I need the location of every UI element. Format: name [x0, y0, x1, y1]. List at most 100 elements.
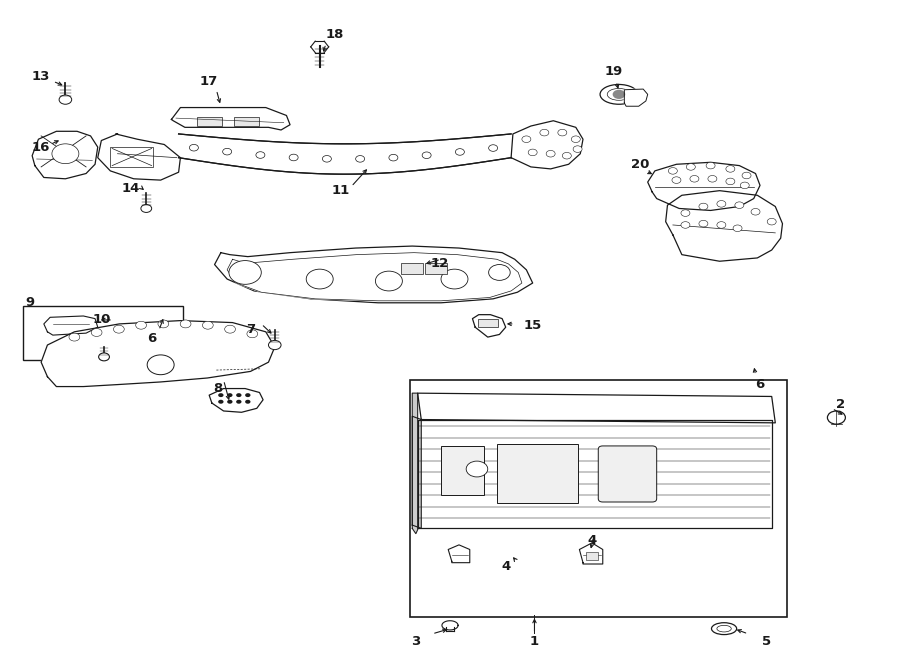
- Text: 5: 5: [761, 635, 771, 648]
- Circle shape: [91, 329, 102, 336]
- Polygon shape: [412, 416, 421, 528]
- Circle shape: [158, 320, 168, 328]
- Bar: [196, 117, 221, 126]
- Bar: [497, 444, 578, 503]
- Circle shape: [613, 90, 626, 99]
- Circle shape: [356, 155, 364, 162]
- Circle shape: [742, 173, 751, 178]
- Polygon shape: [580, 543, 603, 564]
- Circle shape: [256, 152, 265, 159]
- Bar: [441, 446, 484, 495]
- Circle shape: [268, 340, 281, 350]
- Text: 13: 13: [32, 70, 50, 83]
- Circle shape: [375, 271, 402, 291]
- Circle shape: [489, 145, 498, 151]
- Circle shape: [180, 320, 191, 328]
- Circle shape: [681, 221, 690, 228]
- Circle shape: [522, 136, 531, 143]
- Circle shape: [717, 200, 726, 207]
- Circle shape: [229, 260, 261, 284]
- Circle shape: [148, 355, 174, 375]
- Circle shape: [59, 95, 72, 104]
- Circle shape: [726, 166, 735, 173]
- Text: 6: 6: [755, 378, 765, 391]
- Polygon shape: [448, 545, 470, 563]
- Circle shape: [69, 333, 80, 341]
- Circle shape: [202, 321, 213, 329]
- Circle shape: [734, 225, 742, 231]
- Text: 6: 6: [147, 332, 157, 345]
- Text: 9: 9: [25, 296, 34, 309]
- Circle shape: [422, 152, 431, 159]
- Circle shape: [669, 168, 678, 174]
- Text: 8: 8: [213, 382, 223, 395]
- Text: 3: 3: [411, 635, 420, 648]
- FancyBboxPatch shape: [598, 446, 657, 502]
- Text: 4: 4: [501, 560, 510, 573]
- Ellipse shape: [717, 625, 732, 632]
- Circle shape: [708, 175, 717, 182]
- Circle shape: [572, 136, 580, 143]
- Circle shape: [672, 176, 681, 183]
- Circle shape: [236, 393, 241, 397]
- Circle shape: [687, 164, 696, 171]
- Polygon shape: [98, 134, 180, 180]
- Circle shape: [113, 325, 124, 333]
- Circle shape: [741, 182, 749, 188]
- Text: 17: 17: [200, 75, 219, 88]
- Text: 11: 11: [331, 184, 349, 197]
- Circle shape: [245, 393, 250, 397]
- Bar: [23, 306, 183, 360]
- Circle shape: [236, 400, 241, 404]
- Circle shape: [99, 353, 110, 361]
- Circle shape: [141, 204, 152, 212]
- Circle shape: [558, 130, 567, 136]
- Ellipse shape: [600, 85, 638, 104]
- Circle shape: [441, 269, 468, 289]
- Polygon shape: [171, 108, 290, 130]
- Polygon shape: [41, 321, 274, 387]
- Circle shape: [227, 400, 232, 404]
- Polygon shape: [44, 316, 98, 335]
- Circle shape: [562, 153, 572, 159]
- Circle shape: [247, 330, 257, 338]
- Circle shape: [767, 218, 776, 225]
- Circle shape: [717, 221, 726, 228]
- Text: 1: 1: [530, 635, 539, 648]
- Polygon shape: [418, 420, 771, 528]
- Circle shape: [489, 264, 510, 280]
- Ellipse shape: [608, 89, 631, 100]
- Bar: [400, 262, 423, 274]
- Ellipse shape: [712, 623, 737, 635]
- Text: 16: 16: [32, 141, 50, 153]
- Circle shape: [573, 146, 582, 153]
- Polygon shape: [227, 253, 522, 301]
- Circle shape: [751, 208, 760, 215]
- Bar: [425, 262, 447, 274]
- Circle shape: [225, 325, 236, 333]
- Circle shape: [189, 144, 198, 151]
- Circle shape: [546, 151, 555, 157]
- Circle shape: [455, 149, 464, 155]
- Circle shape: [222, 148, 231, 155]
- Circle shape: [218, 393, 223, 397]
- Circle shape: [699, 203, 708, 210]
- Text: 10: 10: [92, 313, 111, 327]
- Bar: [111, 147, 154, 167]
- Text: 14: 14: [122, 182, 140, 195]
- Text: 2: 2: [836, 398, 845, 411]
- Circle shape: [699, 220, 708, 227]
- Bar: [478, 319, 498, 327]
- Circle shape: [706, 163, 716, 169]
- Polygon shape: [625, 89, 648, 106]
- Text: 19: 19: [605, 65, 623, 79]
- Circle shape: [681, 210, 690, 216]
- Circle shape: [827, 411, 845, 424]
- Polygon shape: [209, 389, 263, 412]
- Polygon shape: [412, 393, 418, 533]
- Circle shape: [289, 154, 298, 161]
- Circle shape: [245, 400, 250, 404]
- Circle shape: [306, 269, 333, 289]
- Text: 12: 12: [430, 256, 448, 270]
- Circle shape: [52, 144, 79, 164]
